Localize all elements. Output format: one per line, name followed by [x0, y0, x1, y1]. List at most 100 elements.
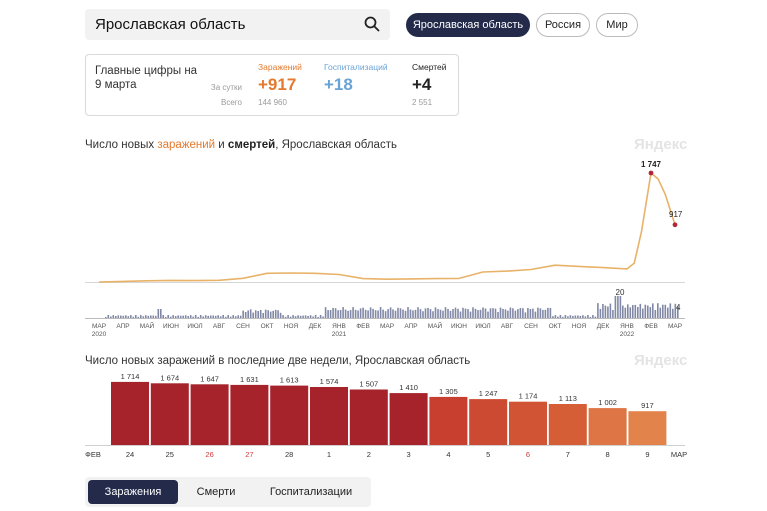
tab-infections[interactable]: Заражения: [88, 480, 178, 504]
search-icon[interactable]: [364, 16, 380, 32]
deaths-bar: [239, 315, 242, 318]
deaths-bar: [389, 307, 392, 318]
deaths-bar: [447, 308, 449, 318]
deaths-bar: [479, 309, 482, 318]
deaths-bar: [367, 310, 369, 318]
deaths-last-label: 4: [676, 303, 681, 312]
deaths-bar: [639, 303, 642, 318]
region-button-russia[interactable]: Россия: [536, 13, 590, 37]
bar-value-label: 1 410: [399, 383, 418, 392]
bar: [349, 389, 388, 445]
deaths-bar: [652, 303, 654, 318]
deaths-bar: [674, 303, 677, 318]
deaths-bar: [379, 307, 382, 318]
deaths-bar: [529, 309, 532, 318]
deaths-bar: [364, 309, 367, 318]
bar-start-month-label: ФЕВ: [85, 450, 101, 459]
deaths-bar: [417, 307, 419, 318]
deaths-bar: [120, 315, 122, 318]
bar-value-label: 1 674: [160, 373, 179, 382]
deaths-bar: [472, 307, 474, 318]
bar: [548, 404, 587, 445]
cases-day-value: +917: [258, 75, 297, 94]
deaths-bar: [464, 308, 467, 318]
deaths-bar: [514, 310, 517, 318]
tab-deaths[interactable]: Смерти: [196, 486, 236, 498]
deaths-bar: [177, 315, 179, 318]
deaths-bar: [182, 315, 184, 318]
deaths-bar: [324, 307, 327, 318]
deaths-bar: [444, 307, 447, 318]
deaths-bar: [617, 296, 619, 318]
deaths-bar: [457, 308, 459, 318]
deaths-bar: [662, 304, 664, 318]
bar-value-label: 1 113: [559, 394, 577, 403]
deaths-bar: [657, 303, 659, 318]
deaths-bar: [634, 304, 637, 318]
deaths-bar: [352, 307, 354, 318]
deaths-bar: [427, 307, 429, 318]
hospitalizations-day-value: +18: [324, 75, 353, 94]
deaths-bar: [189, 315, 192, 318]
deaths-bar: [192, 316, 194, 318]
deaths-bar: [150, 315, 152, 318]
region-button-yaroslavl[interactable]: Ярославская область: [406, 13, 530, 37]
deaths-bar: [577, 315, 579, 318]
x-tick-label: ОКТ: [549, 323, 562, 330]
deaths-bar: [629, 307, 632, 318]
deaths-bar: [407, 307, 409, 318]
bar-value-label: 1 574: [320, 377, 339, 386]
summary-title: Главные цифры на 9 марта: [95, 65, 198, 91]
deaths-bar: [309, 315, 312, 318]
deaths-bar: [357, 310, 359, 318]
deaths-bar: [537, 307, 539, 318]
deaths-bar: [664, 304, 667, 318]
deaths-bar: [467, 309, 469, 318]
deaths-bar: [654, 310, 657, 318]
deaths-bar: [234, 316, 237, 318]
deaths-bar: [152, 315, 155, 318]
deaths-bar: [217, 315, 219, 318]
deaths-bar: [257, 311, 259, 318]
bar-category-label: 28: [285, 450, 293, 459]
bar: [111, 381, 149, 445]
bar: [628, 411, 667, 445]
bar: [389, 393, 428, 445]
deaths-bar: [424, 308, 427, 318]
deaths-bar: [289, 316, 292, 318]
tab-hospitalizations[interactable]: Госпитализации: [269, 486, 353, 498]
bar-category-label: 27: [245, 450, 253, 459]
deaths-bar: [507, 310, 509, 318]
deaths-bar: [142, 316, 145, 318]
deaths-bar: [612, 310, 614, 318]
search-input[interactable]: Ярославская область: [95, 16, 246, 33]
deaths-bar: [557, 316, 559, 318]
deaths-bar: [362, 307, 364, 318]
last-point: [672, 222, 678, 228]
deaths-bar: [322, 316, 324, 318]
x-tick-label: МАР: [380, 323, 394, 330]
deaths-bar: [332, 307, 334, 318]
bar: [230, 384, 269, 445]
x-tick-label: АПР: [116, 323, 129, 330]
deaths-bar: [204, 315, 207, 318]
x-tick-label: МАР: [92, 323, 106, 330]
deaths-bar: [547, 307, 549, 318]
bar-value-label: 1 002: [598, 398, 617, 407]
deaths-bar: [527, 308, 529, 318]
deaths-bar: [642, 308, 644, 318]
region-button-world[interactable]: Мир: [596, 13, 638, 37]
yandex-watermark-2: Яндекс: [634, 352, 688, 369]
deaths-bar: [339, 310, 342, 318]
metric-tabs: Заражения Смерти Госпитализации: [85, 477, 371, 507]
search-box[interactable]: Ярославская область: [85, 9, 390, 40]
deaths-bar: [624, 307, 627, 318]
deaths-bar: [232, 315, 234, 318]
deaths-bar: [199, 315, 202, 318]
deaths-bar: [169, 316, 172, 318]
x-tick-label: ФЕВ: [356, 323, 370, 330]
deaths-bar: [157, 309, 160, 318]
last-value-label: 917: [669, 210, 683, 219]
bar-category-label: 2: [367, 450, 371, 459]
x-tick-label: СЕН: [524, 323, 538, 330]
